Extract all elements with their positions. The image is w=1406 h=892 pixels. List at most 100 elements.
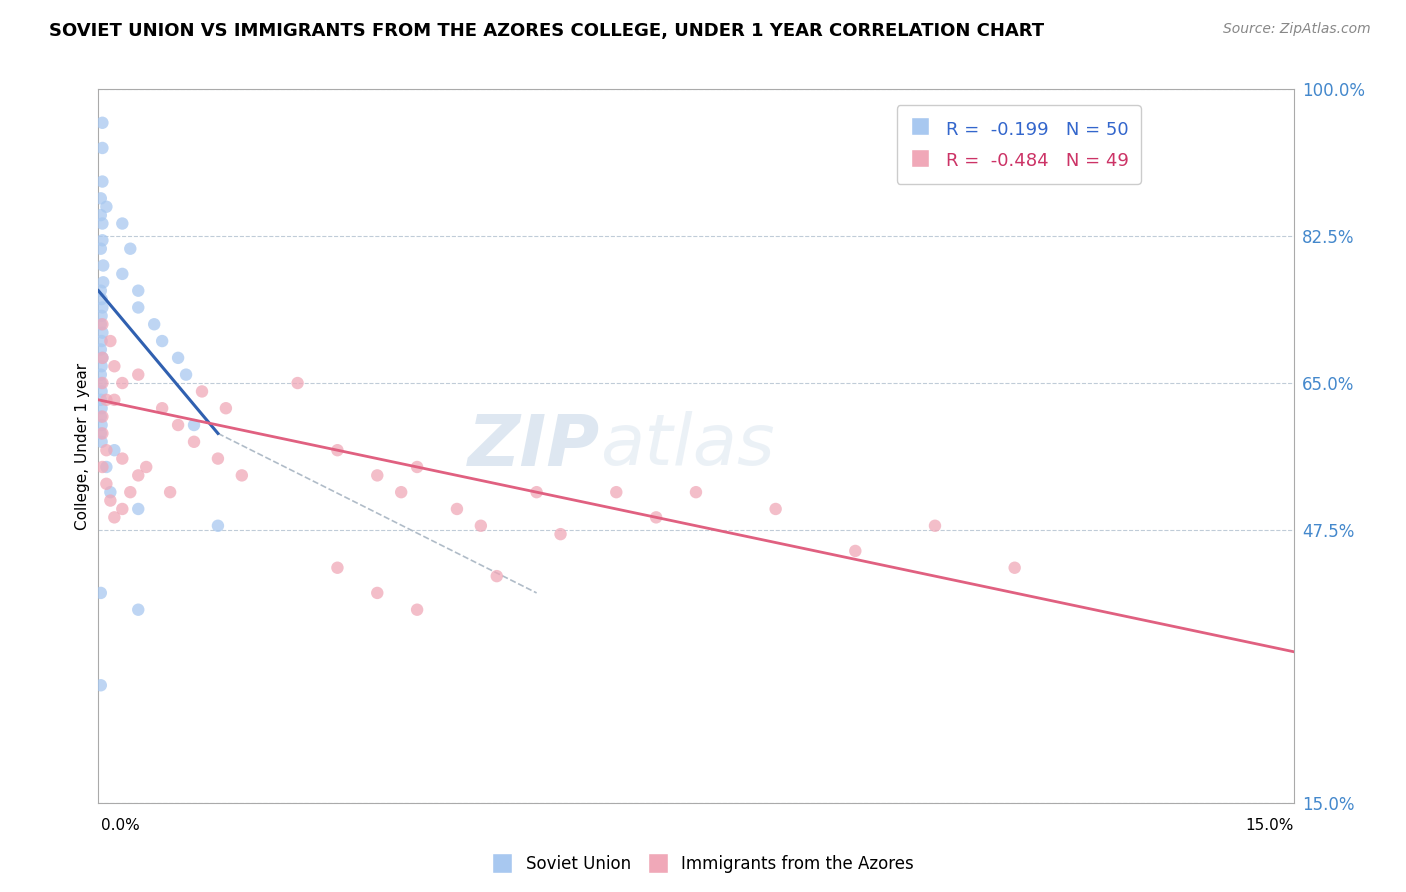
Point	[90, 242, 112, 256]
Point	[111, 267, 134, 281]
Point	[215, 401, 238, 416]
Point	[120, 485, 142, 500]
Point	[98, 485, 122, 500]
Point	[90, 284, 112, 298]
Point	[127, 368, 149, 382]
Point	[550, 527, 572, 541]
Point	[90, 309, 112, 323]
Point	[90, 343, 112, 357]
Text: 15.0%: 15.0%	[1246, 818, 1294, 832]
Point	[90, 191, 112, 205]
Point	[90, 368, 112, 382]
Point	[167, 417, 190, 432]
Point	[91, 233, 114, 247]
Point	[96, 443, 118, 458]
Point	[103, 443, 125, 458]
Text: Source: ZipAtlas.com: Source: ZipAtlas.com	[1223, 22, 1371, 37]
Point	[91, 217, 114, 231]
Point	[159, 485, 181, 500]
Text: atlas: atlas	[600, 411, 775, 481]
Point	[91, 275, 114, 289]
Point	[127, 468, 149, 483]
Point	[605, 485, 627, 500]
Point	[231, 468, 253, 483]
Point	[111, 502, 134, 516]
Point	[470, 518, 492, 533]
Point	[366, 468, 388, 483]
Point	[91, 259, 114, 273]
Point	[91, 351, 114, 365]
Point	[183, 434, 205, 449]
Point	[765, 502, 787, 516]
Point	[91, 326, 114, 340]
Point	[446, 502, 468, 516]
Point	[91, 318, 114, 332]
Point	[287, 376, 309, 390]
Point	[120, 242, 142, 256]
Point	[96, 200, 118, 214]
Point	[103, 510, 125, 524]
Point	[389, 485, 412, 500]
Point	[191, 384, 214, 399]
Point	[91, 301, 114, 315]
Point	[90, 376, 112, 390]
Point	[844, 544, 866, 558]
Point	[90, 417, 112, 432]
Legend: R =  -0.199   N = 50, R =  -0.484   N = 49: R = -0.199 N = 50, R = -0.484 N = 49	[897, 105, 1142, 184]
Point	[90, 208, 112, 222]
Point	[150, 401, 173, 416]
Point	[127, 301, 149, 315]
Point	[90, 586, 112, 600]
Point	[103, 392, 125, 407]
Point	[91, 141, 114, 155]
Point	[406, 603, 429, 617]
Point	[90, 292, 112, 306]
Point	[96, 476, 118, 491]
Legend: Soviet Union, Immigrants from the Azores: Soviet Union, Immigrants from the Azores	[485, 848, 921, 880]
Text: ZIP: ZIP	[468, 411, 600, 481]
Point	[90, 678, 112, 692]
Point	[526, 485, 548, 500]
Point	[90, 334, 112, 348]
Point	[111, 376, 134, 390]
Point	[143, 318, 166, 332]
Point	[96, 460, 118, 475]
Point	[174, 368, 197, 382]
Point	[326, 560, 349, 574]
Point	[91, 376, 114, 390]
Point	[90, 359, 112, 374]
Point	[924, 518, 946, 533]
Point	[645, 510, 668, 524]
Point	[91, 351, 114, 365]
Point	[91, 460, 114, 475]
Point	[485, 569, 508, 583]
Point	[127, 603, 149, 617]
Point	[111, 217, 134, 231]
Text: SOVIET UNION VS IMMIGRANTS FROM THE AZORES COLLEGE, UNDER 1 YEAR CORRELATION CHA: SOVIET UNION VS IMMIGRANTS FROM THE AZOR…	[49, 22, 1045, 40]
Point	[326, 443, 349, 458]
Point	[127, 284, 149, 298]
Point	[207, 451, 229, 466]
Y-axis label: College, Under 1 year: College, Under 1 year	[75, 362, 90, 530]
Point	[98, 493, 122, 508]
Point	[135, 460, 157, 475]
Point	[90, 434, 112, 449]
Point	[90, 409, 112, 424]
Point	[127, 502, 149, 516]
Point	[150, 334, 173, 348]
Point	[91, 116, 114, 130]
Point	[183, 417, 205, 432]
Point	[90, 426, 112, 441]
Point	[91, 175, 114, 189]
Point	[207, 518, 229, 533]
Point	[98, 334, 122, 348]
Point	[103, 359, 125, 374]
Point	[90, 318, 112, 332]
Point	[91, 426, 114, 441]
Point	[91, 409, 114, 424]
Point	[366, 586, 388, 600]
Point	[167, 351, 190, 365]
Point	[90, 392, 112, 407]
Point	[111, 451, 134, 466]
Text: 0.0%: 0.0%	[101, 818, 141, 832]
